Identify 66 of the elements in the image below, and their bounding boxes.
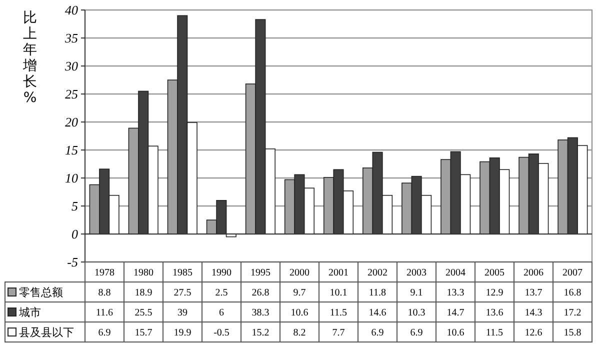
y-tick-label: 5 — [72, 198, 78, 214]
data-label: 10.1 — [330, 288, 348, 298]
data-label: 14.7 — [446, 308, 464, 318]
data-label: 27.5 — [174, 288, 192, 298]
data-label: 13.3 — [446, 288, 464, 298]
data-label: 39 — [178, 308, 188, 318]
x-tick-label: 2007 — [562, 268, 582, 278]
x-tick-label: 1980 — [134, 268, 154, 278]
x-tick-label: 1985 — [172, 268, 192, 278]
data-label: 9.7 — [293, 288, 306, 298]
data-label: 6.9 — [98, 328, 111, 338]
x-tick-label: 2001 — [328, 268, 348, 278]
x-tick-label: 2004 — [446, 268, 466, 278]
y-axis-title: 比上年增长% — [22, 10, 37, 106]
data-label: 10.6 — [446, 328, 464, 338]
y-tick-label: 30 — [64, 58, 78, 74]
data-label: 11.5 — [330, 308, 348, 318]
data-label: 11.5 — [486, 328, 504, 338]
data-label: 38.3 — [252, 308, 270, 318]
data-label: 15.7 — [134, 328, 152, 338]
data-label: 26.8 — [252, 288, 270, 298]
data-label: 8.8 — [98, 288, 111, 298]
data-label: 12.9 — [486, 288, 504, 298]
data-label: 11.6 — [96, 308, 114, 318]
y-tick-label: 0 — [72, 226, 78, 242]
y-tick-label: 20 — [65, 114, 78, 130]
data-label: 15.2 — [252, 328, 270, 338]
data-label: 8.2 — [293, 328, 306, 338]
data-label: 9.1 — [410, 288, 423, 298]
x-tick-label: 2005 — [484, 268, 504, 278]
data-label: 6 — [219, 308, 224, 318]
data-label: 10.6 — [290, 308, 308, 318]
y-tick-label: -5 — [67, 254, 78, 270]
data-label: 6.9 — [371, 328, 384, 338]
legend-label: 零售总额 — [19, 286, 63, 299]
y-tick-label: 15 — [65, 142, 78, 158]
x-tick-label: 1995 — [250, 268, 270, 278]
data-label: -0.5 — [214, 328, 230, 338]
data-label: 18.9 — [134, 288, 152, 298]
y-tick-label: 25 — [65, 86, 78, 102]
data-label: 7.7 — [332, 328, 345, 338]
data-label: 13.6 — [486, 308, 504, 318]
data-label: 19.9 — [174, 328, 192, 338]
legend-label: 县及县以下 — [19, 326, 74, 339]
x-tick-label: 1990 — [212, 268, 232, 278]
data-label: 17.2 — [564, 308, 582, 318]
data-label: 6.9 — [410, 328, 423, 338]
data-label: 12.6 — [524, 328, 542, 338]
x-tick-label: 2000 — [290, 268, 310, 278]
x-tick-label: 1978 — [94, 268, 114, 278]
x-tick-label: 2003 — [406, 268, 426, 278]
y-tick-label: 40 — [65, 2, 78, 18]
data-label: 14.6 — [368, 308, 386, 318]
y-tick-label: 35 — [64, 30, 78, 46]
data-label: 10.3 — [408, 308, 426, 318]
data-label: 13.7 — [524, 288, 542, 298]
data-label: 25.5 — [134, 308, 152, 318]
data-label: 11.8 — [368, 288, 386, 298]
x-tick-label: 2006 — [524, 268, 544, 278]
x-tick-label: 2002 — [368, 268, 388, 278]
data-label: 15.8 — [564, 328, 582, 338]
legend-label: 城市 — [18, 306, 41, 319]
data-label: 2.5 — [215, 288, 228, 298]
data-label: 14.3 — [524, 308, 542, 318]
data-label: 16.8 — [564, 288, 582, 298]
y-tick-label: 10 — [65, 170, 78, 186]
